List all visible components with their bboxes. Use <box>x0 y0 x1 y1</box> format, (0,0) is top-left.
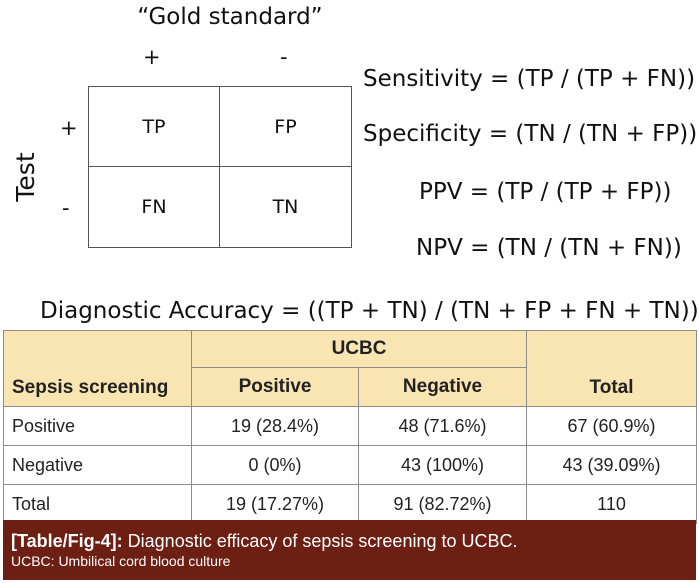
caption-note: UCBC: Umbilical cord blood culture <box>11 553 231 569</box>
results-table: Sepsis screening UCBC Total Positive Neg… <box>3 330 698 524</box>
table-row: Total 19 (17.27%) 91 (82.72%) 110 <box>3 484 698 524</box>
gold-standard-negative-sign: - <box>280 45 288 69</box>
sensitivity-formula: Sensitivity = (TP / (TP + FN)) <box>363 66 696 92</box>
row-label: Negative <box>3 445 192 485</box>
test-negative-sign: - <box>62 196 70 220</box>
table-cell: 110 <box>526 484 698 524</box>
table-cell: 43 (39.09%) <box>526 445 698 485</box>
caption-title: [Table/Fig-4]: Diagnostic efficacy of se… <box>11 530 688 552</box>
row-header-sepsis-screening: Sepsis screening <box>3 330 192 407</box>
diagnostic-accuracy-formula: Diagnostic Accuracy = ((TP + TN) / (TN +… <box>40 298 699 324</box>
cell-false-positive: FP <box>220 87 351 167</box>
table-cell: 19 (28.4%) <box>191 406 359 446</box>
two-by-two-diagram: “Gold standard” + - Test + - TP FP FN TN… <box>10 4 699 324</box>
group-header-ucbc: UCBC <box>190 330 528 368</box>
table-cell: 67 (60.9%) <box>526 406 698 446</box>
column-header-negative: Negative <box>357 367 528 407</box>
specificity-formula: Specificity = (TN / (TN + FP)) <box>363 121 698 147</box>
ppv-formula: PPV = (TP / (TP + FP)) <box>419 179 672 205</box>
table-cell: 19 (17.27%) <box>191 484 359 524</box>
cell-true-negative: TN <box>272 196 299 218</box>
cell-true-positive: TP <box>89 87 220 167</box>
figure-caption: [Table/Fig-4]: Diagnostic efficacy of se… <box>3 520 696 580</box>
gold-standard-label: “Gold standard” <box>137 4 323 30</box>
table-row: Positive 19 (28.4%) 48 (71.6%) 67 (60.9%… <box>3 406 698 446</box>
contingency-grid: TP FP FN TN <box>88 86 352 248</box>
table-cell: 91 (82.72%) <box>357 484 528 524</box>
gold-standard-positive-sign: + <box>143 45 161 69</box>
caption-text: Diagnostic efficacy of sepsis screening … <box>122 531 518 551</box>
table-row: Negative 0 (0%) 43 (100%) 43 (39.09%) <box>3 445 698 485</box>
row-label: Total <box>3 484 192 524</box>
cell-false-negative: FN <box>89 167 220 247</box>
table-cell: 48 (71.6%) <box>357 406 528 446</box>
results-table-container: Sepsis screening UCBC Total Positive Neg… <box>3 330 698 524</box>
column-header-total: Total <box>526 330 698 407</box>
row-label: Positive <box>3 406 192 446</box>
table-cell: 43 (100%) <box>357 445 528 485</box>
column-header-positive: Positive <box>191 367 359 407</box>
npv-formula: NPV = (TN / (TN + FN)) <box>416 235 682 261</box>
table-cell: 0 (0%) <box>191 445 359 485</box>
test-axis-label: Test <box>10 152 40 202</box>
caption-reference: [Table/Fig-4]: <box>11 531 123 551</box>
test-positive-sign: + <box>60 116 78 140</box>
